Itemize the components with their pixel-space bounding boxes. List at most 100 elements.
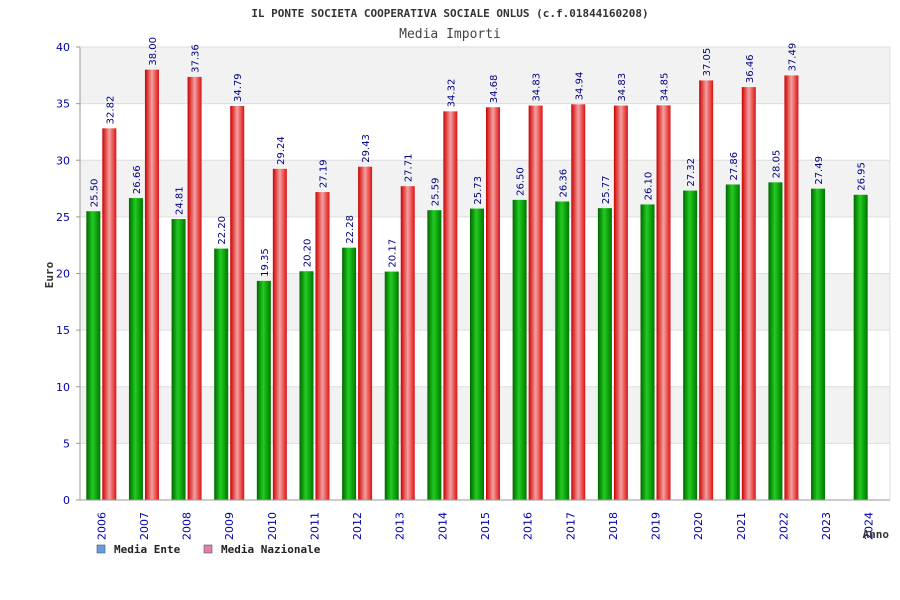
value-label-media-ente: 27.49 — [814, 156, 825, 185]
bar-media-ente — [597, 208, 612, 500]
value-label-media-nazionale: 34.85 — [660, 73, 671, 102]
y-tick-label: 10 — [56, 381, 70, 394]
bar-media-ente — [342, 247, 357, 500]
x-tick-label: 2018 — [607, 512, 620, 540]
value-label-media-ente: 24.81 — [175, 186, 186, 215]
value-label-media-ente: 20.20 — [302, 239, 313, 268]
x-tick-label: 2021 — [735, 512, 748, 540]
value-label-media-ente: 25.50 — [89, 179, 100, 208]
x-axis-label: Anno — [863, 528, 890, 541]
bar-media-ente — [512, 199, 527, 500]
bar-media-ente — [86, 211, 101, 500]
bar-media-nazionale — [272, 168, 287, 500]
value-label-media-nazionale: 34.68 — [489, 75, 500, 104]
bar-media-nazionale — [144, 69, 159, 501]
x-ticks: 2006 2007 2008 2009 2010 2011 2012 2013 2014 2015… — [95, 512, 875, 540]
bar-media-ente — [640, 204, 655, 501]
bar-media-nazionale — [699, 80, 714, 500]
value-label-media-nazionale: 27.71 — [404, 154, 415, 183]
x-tick-label: 2017 — [564, 512, 577, 540]
value-label-media-nazionale: 37.05 — [702, 48, 713, 77]
bar-media-ente — [128, 198, 143, 500]
value-label-media-ente: 26.36 — [558, 169, 569, 198]
x-tick-label: 2016 — [522, 512, 535, 540]
value-label-media-nazionale: 38.00 — [148, 37, 159, 66]
bar-media-ente — [555, 201, 570, 500]
bar-media-ente — [470, 208, 484, 500]
y-tick-label: 40 — [56, 41, 70, 54]
bar-media-ente — [853, 194, 868, 500]
x-tick-label: 2011 — [308, 512, 321, 540]
value-label-media-ente: 25.59 — [430, 178, 441, 207]
x-tick-label: 2014 — [436, 512, 449, 540]
bar-media-ente — [683, 190, 698, 500]
y-tick-label: 5 — [63, 437, 70, 450]
legend: Media Ente Media Nazionale — [96, 543, 321, 556]
bar-media-nazionale — [784, 75, 799, 500]
bar-media-nazionale — [187, 76, 202, 500]
y-tick-label: 30 — [56, 154, 70, 167]
bar-media-nazionale — [358, 166, 373, 500]
legend-media-nazionale-label: Media Nazionale — [221, 543, 321, 556]
legend-media-nazionale-swatch — [203, 544, 213, 554]
value-label-media-ente: 27.86 — [729, 152, 740, 181]
x-tick-label: 2022 — [777, 512, 790, 540]
value-label-media-ente: 19.35 — [260, 248, 271, 277]
value-labels: 25.50 32.82 26.66 38.00 24.81 37.36 22.20 34.79… — [89, 37, 867, 277]
x-tick-label: 2023 — [820, 512, 833, 540]
value-label-media-ente: 26.95 — [857, 162, 868, 191]
value-label-media-nazionale: 29.24 — [276, 136, 287, 165]
value-label-media-ente: 27.32 — [686, 158, 697, 187]
y-tick-label: 35 — [56, 98, 70, 111]
bar-media-nazionale — [741, 87, 756, 500]
value-label-media-nazionale: 34.32 — [446, 79, 457, 108]
x-tick-label: 2019 — [650, 512, 663, 540]
value-label-media-ente: 26.50 — [516, 167, 527, 196]
value-label-media-ente: 26.66 — [132, 165, 143, 194]
value-label-media-ente: 25.77 — [601, 176, 612, 205]
value-label-media-ente: 22.20 — [217, 216, 228, 245]
bar-media-ente — [725, 184, 740, 500]
bar-media-ente — [811, 188, 826, 500]
value-label-media-nazionale: 32.82 — [105, 96, 116, 125]
x-tick-label: 2012 — [351, 512, 364, 540]
value-label-media-nazionale: 29.43 — [361, 134, 372, 163]
bar-media-ente — [299, 271, 314, 500]
y-tick-label: 15 — [56, 324, 70, 337]
legend-media-ente-swatch — [96, 544, 106, 554]
x-tick-label: 2006 — [95, 512, 108, 540]
bar-media-nazionale — [613, 105, 628, 501]
x-tick-label: 2015 — [479, 512, 492, 540]
legend-media-ente-label: Media Ente — [114, 543, 181, 556]
y-tick-label: 0 — [63, 494, 70, 507]
value-label-media-ente: 26.10 — [644, 172, 655, 201]
bar-media-ente — [384, 271, 399, 500]
axes — [79, 46, 891, 501]
bar-media-ente — [768, 182, 783, 501]
x-tick-label: 2010 — [266, 512, 279, 540]
value-label-media-ente: 20.17 — [388, 239, 399, 268]
bar-media-ente — [171, 219, 186, 501]
x-tick-label: 2020 — [692, 512, 705, 540]
value-label-media-nazionale: 27.19 — [318, 159, 329, 188]
x-tick-label: 2013 — [394, 512, 407, 540]
bar-media-nazionale — [315, 192, 330, 501]
chart-subtitle: Media Importi — [399, 27, 501, 42]
x-tick-label: 2024 — [863, 512, 876, 540]
bar-media-nazionale — [102, 128, 117, 500]
value-label-media-nazionale: 34.83 — [532, 73, 543, 102]
bars — [86, 69, 868, 501]
bar-media-ente — [214, 248, 229, 500]
bar-media-nazionale — [400, 186, 415, 500]
y-axis-label: Euro — [43, 261, 56, 288]
bar-media-nazionale — [443, 111, 458, 501]
y-ticks: 0 5 10 15 20 25 30 35 40 — [56, 41, 80, 507]
bar-media-nazionale — [230, 106, 245, 501]
value-label-media-nazionale: 34.83 — [617, 73, 628, 102]
bar-media-ente — [256, 280, 271, 500]
x-tick-label: 2009 — [223, 512, 236, 540]
value-label-media-ente: 25.73 — [473, 176, 484, 205]
value-label-media-nazionale: 37.36 — [191, 44, 202, 73]
chart-title: IL PONTE SOCIETA COOPERATIVA SOCIALE ONL… — [251, 7, 648, 20]
